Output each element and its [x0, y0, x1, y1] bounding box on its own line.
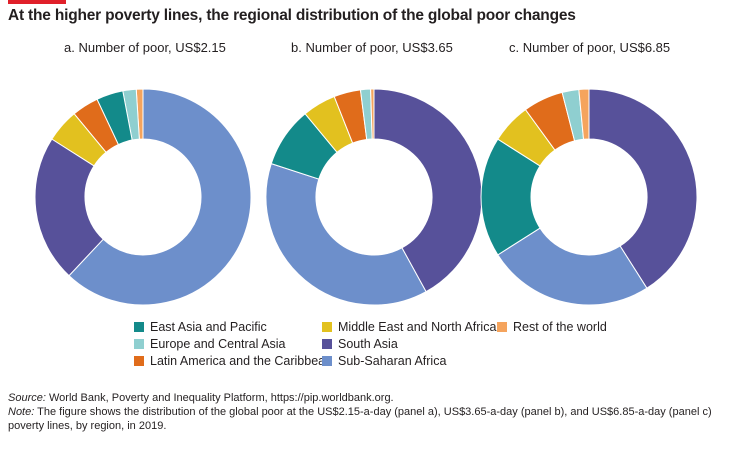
- donut-chart-a: [34, 88, 252, 306]
- panel-title-b: b. Number of poor, US$3.65: [291, 40, 453, 55]
- donut-slice-south-asia: [588, 88, 698, 289]
- panel-title-a: a. Number of poor, US$2.15: [64, 40, 226, 55]
- legend-item-latin-america-caribbean: Latin America and the Caribbean: [134, 354, 332, 368]
- donut-slice-rest-of-world: [578, 88, 590, 140]
- note-line: Note: The figure shows the distribution …: [8, 405, 738, 433]
- source-text: World Bank, Poverty and Inequality Platf…: [45, 392, 394, 404]
- legend-label: Rest of the world: [513, 320, 607, 334]
- legend-swatch: [134, 322, 144, 332]
- notes: Source: World Bank, Poverty and Inequali…: [8, 391, 738, 433]
- legend-item-rest-of-world: Rest of the world: [497, 320, 607, 334]
- legend-item-east-asia-pacific: East Asia and Pacific: [134, 320, 267, 334]
- accent-bar: [8, 0, 66, 4]
- donut-charts: [34, 88, 698, 306]
- donut-slice-rest-of-world: [370, 88, 375, 140]
- legend-label: Europe and Central Asia: [150, 337, 286, 351]
- legend-swatch: [322, 356, 332, 366]
- source-line: Source: World Bank, Poverty and Inequali…: [8, 391, 738, 405]
- figure-title: At the higher poverty lines, the regiona…: [8, 7, 576, 24]
- donut-slice-south-asia: [373, 88, 483, 293]
- note-label: Note:: [8, 406, 35, 418]
- legend-label: South Asia: [338, 337, 398, 351]
- legend-swatch: [497, 322, 507, 332]
- donut-chart-b: [265, 88, 483, 306]
- legend-item-europe-central-asia: Europe and Central Asia: [134, 337, 286, 351]
- legend-item-middle-east-north-africa: Middle East and North Africa: [322, 320, 496, 334]
- source-label: Source:: [8, 392, 46, 404]
- legend-swatch: [322, 322, 332, 332]
- legend-label: Middle East and North Africa: [338, 320, 497, 334]
- legend-item-sub-saharan-africa: Sub-Saharan Africa: [322, 354, 446, 368]
- legend-label: Sub-Saharan Africa: [338, 354, 447, 368]
- legend-label: Latin America and the Caribbean: [150, 354, 333, 368]
- note-text: The figure shows the distribution of the…: [8, 406, 712, 432]
- panel-title-c: c. Number of poor, US$6.85: [509, 40, 671, 55]
- donut-slice-sub-saharan-africa: [68, 88, 252, 306]
- donut-chart-c: [480, 88, 698, 306]
- legend-swatch: [134, 339, 144, 349]
- legend-item-south-asia: South Asia: [322, 337, 398, 351]
- donut-slice-sub-saharan-africa: [265, 162, 427, 306]
- legend-swatch: [134, 356, 144, 366]
- legend-label: East Asia and Pacific: [150, 320, 267, 334]
- legend-swatch: [322, 339, 332, 349]
- donut-slice-sub-saharan-africa: [497, 227, 648, 306]
- donut-slice-south-asia: [34, 138, 105, 277]
